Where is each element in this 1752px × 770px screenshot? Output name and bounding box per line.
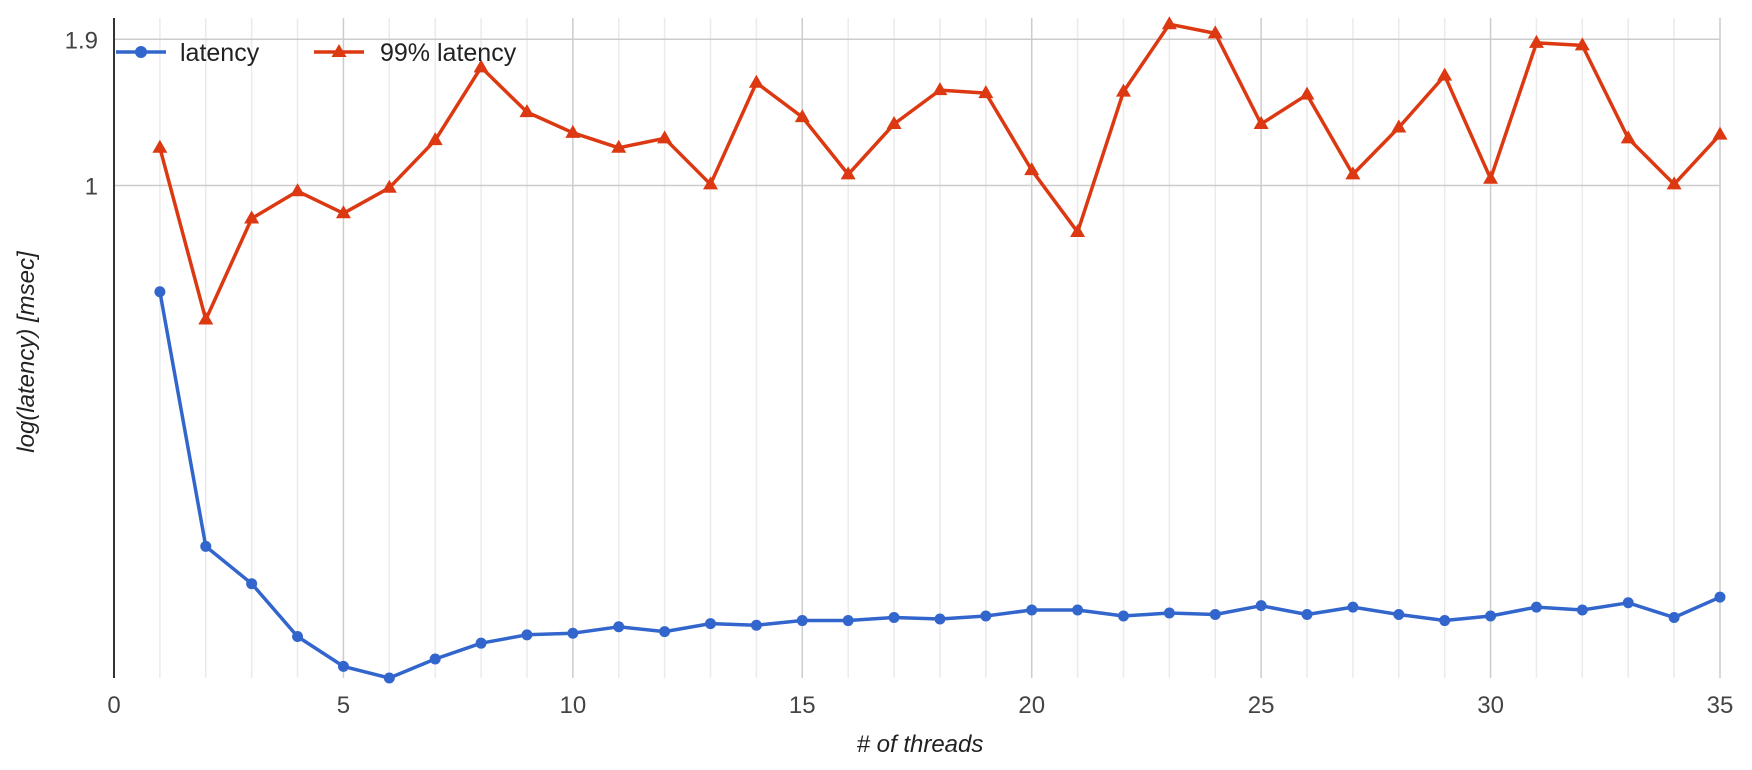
data-point-latency xyxy=(1117,610,1129,622)
data-point-latency xyxy=(1209,608,1221,620)
data-point-latency xyxy=(1301,608,1313,620)
x-tick-labels: 0 5 10 15 20 25 30 35 xyxy=(107,692,1733,719)
data-point-99-latency xyxy=(748,74,764,88)
data-point-99-latency xyxy=(1024,162,1040,176)
data-point-latency xyxy=(659,626,671,638)
data-point-99-latency xyxy=(932,82,948,96)
data-point-latency xyxy=(1026,604,1038,616)
data-point-99-latency xyxy=(244,210,260,224)
data-point-99-latency xyxy=(1712,126,1728,140)
data-point-99-latency xyxy=(703,176,719,190)
data-point-latency xyxy=(475,637,487,649)
legend-marker-latency xyxy=(135,46,147,58)
data-point-latency xyxy=(1714,591,1726,603)
x-tick-label: 25 xyxy=(1248,692,1275,719)
data-point-99-latency xyxy=(565,124,581,138)
y-tick-label: 1.9 xyxy=(65,27,98,54)
data-point-latency xyxy=(246,578,258,590)
x-axis-title: # of threads xyxy=(857,731,984,758)
x-tick-label: 20 xyxy=(1018,692,1045,719)
data-point-99-latency xyxy=(978,85,994,99)
data-point-latency xyxy=(200,540,212,552)
data-point-latency xyxy=(1255,600,1267,612)
data-point-latency xyxy=(1530,601,1542,613)
data-point-99-latency xyxy=(1207,25,1223,39)
x-tick-label: 0 xyxy=(107,692,120,719)
x-tick-label: 5 xyxy=(337,692,350,719)
legend: latency 99% latency xyxy=(116,39,517,67)
series-layer xyxy=(152,16,1728,684)
data-point-99-latency xyxy=(335,205,351,219)
data-point-latency xyxy=(1668,611,1680,623)
legend-item-latency: latency xyxy=(116,39,260,67)
data-point-latency xyxy=(292,630,304,642)
data-point-latency xyxy=(337,660,349,672)
data-point-99-latency xyxy=(794,109,810,123)
legend-label-latency: latency xyxy=(180,39,260,67)
legend-marker-99-latency xyxy=(331,44,347,57)
data-point-latency xyxy=(1622,597,1634,609)
data-point-99-latency xyxy=(427,132,443,146)
data-point-99-latency xyxy=(657,130,673,144)
minor-gridlines xyxy=(159,18,1675,678)
y-axis-title: log(latency) [msec] xyxy=(13,250,40,453)
data-point-latency xyxy=(1439,615,1451,627)
data-point-99-latency xyxy=(1115,83,1131,97)
series-latency xyxy=(154,286,1726,684)
data-point-latency xyxy=(521,629,533,641)
data-point-99-latency xyxy=(152,139,168,153)
x-tick-label: 30 xyxy=(1477,692,1504,719)
major-gridlines xyxy=(114,18,1721,678)
data-point-latency xyxy=(1393,608,1405,620)
data-point-latency xyxy=(1072,604,1084,616)
data-point-99-latency xyxy=(1253,115,1269,129)
legend-label-99-latency: 99% latency xyxy=(380,39,517,67)
data-point-99-latency xyxy=(1574,37,1590,51)
data-point-latency xyxy=(613,621,625,633)
data-point-latency xyxy=(1576,604,1588,616)
data-point-99-latency xyxy=(290,183,306,197)
data-point-latency xyxy=(842,615,854,627)
data-point-latency xyxy=(1485,610,1497,622)
y-tick-labels: 11.9 xyxy=(65,27,98,200)
data-point-99-latency xyxy=(1528,34,1544,48)
data-point-99-latency xyxy=(611,139,627,153)
data-point-latency xyxy=(705,618,717,630)
data-point-99-latency xyxy=(1620,130,1636,144)
data-point-latency xyxy=(934,613,946,625)
data-point-99-latency xyxy=(1299,86,1315,100)
x-tick-label: 35 xyxy=(1707,692,1734,719)
data-point-latency xyxy=(750,619,762,631)
x-tick-label: 15 xyxy=(789,692,816,719)
data-point-latency xyxy=(1347,601,1359,613)
data-point-latency xyxy=(888,611,900,623)
legend-item-99-latency: 99% latency xyxy=(314,39,517,67)
data-point-99-latency xyxy=(840,166,856,180)
data-point-latency xyxy=(383,672,395,684)
series-99-latency xyxy=(152,16,1728,325)
x-tick-label: 10 xyxy=(560,692,587,719)
data-point-latency xyxy=(154,286,166,298)
data-point-latency xyxy=(429,653,441,665)
data-point-latency xyxy=(1163,607,1175,619)
data-point-99-latency xyxy=(519,104,535,118)
data-point-99-latency xyxy=(1666,176,1682,190)
data-point-latency xyxy=(567,627,579,639)
data-point-99-latency xyxy=(886,115,902,129)
y-tick-label: 1 xyxy=(85,173,98,200)
data-point-99-latency xyxy=(198,311,214,325)
data-point-99-latency xyxy=(473,59,489,73)
data-point-99-latency xyxy=(1161,16,1177,30)
data-point-latency xyxy=(796,615,808,627)
data-point-99-latency xyxy=(1437,67,1453,81)
data-point-99-latency xyxy=(1345,166,1361,180)
data-point-latency xyxy=(980,610,992,622)
data-point-99-latency xyxy=(1483,170,1499,184)
data-point-99-latency xyxy=(1391,119,1407,133)
data-point-99-latency xyxy=(1070,224,1086,238)
data-point-99-latency xyxy=(381,179,397,193)
